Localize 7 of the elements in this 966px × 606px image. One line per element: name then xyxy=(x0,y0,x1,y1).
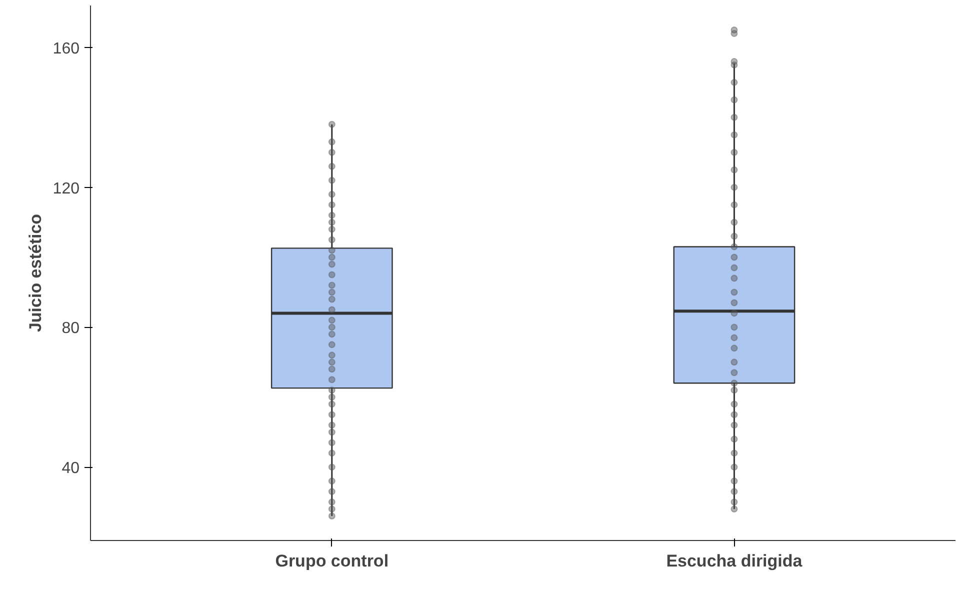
x-tick-label: Grupo control xyxy=(275,552,389,570)
y-tick-label: 80 xyxy=(62,320,80,338)
y-tick-label: 160 xyxy=(52,40,80,58)
y-axis-title: Juicio estético xyxy=(26,214,45,332)
y-tick-label: 120 xyxy=(52,180,80,198)
y-tick-label: 40 xyxy=(62,460,80,478)
x-tick-label: Escucha dirigida xyxy=(666,552,803,570)
